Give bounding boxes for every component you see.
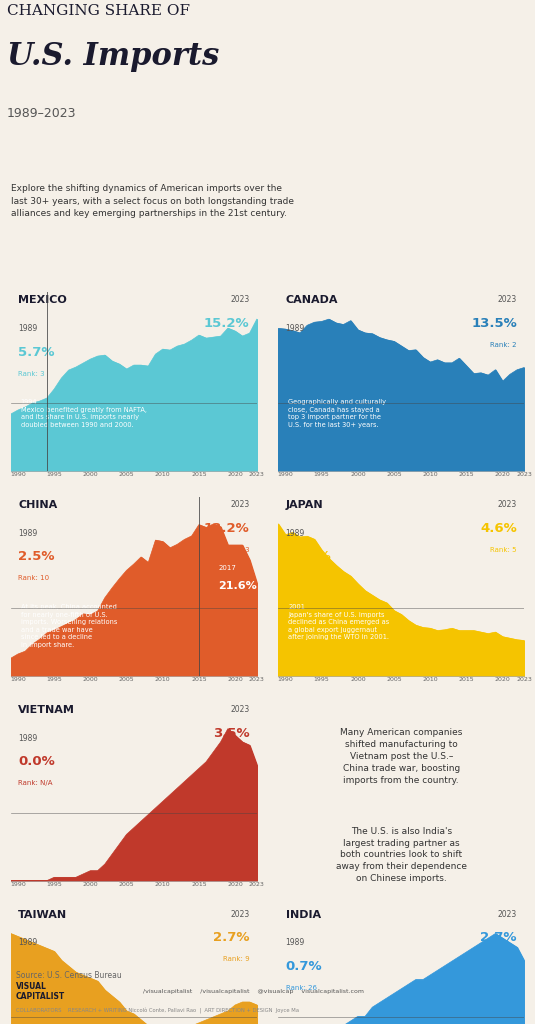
Text: 18.6%: 18.6% (286, 345, 332, 358)
Text: Rank: 2: Rank: 2 (491, 342, 517, 348)
Text: The U.S. is also India's
largest trading partner as
both countries look to shift: The U.S. is also India's largest trading… (336, 827, 467, 883)
Text: 2017: 2017 (218, 565, 236, 570)
Text: Source: U.S. Census Bureau: Source: U.S. Census Bureau (16, 971, 121, 980)
Text: 2001
Japan's share of U.S. imports
declined as China emerged as
a global export : 2001 Japan's share of U.S. imports decli… (288, 604, 389, 640)
Text: 4.6%: 4.6% (480, 522, 517, 535)
Text: /visualcapitalist    /visualcapitalist    @visualcap    visualcapitalist.com: /visualcapitalist /visualcapitalist @vis… (139, 989, 364, 993)
Text: Rank: 7: Rank: 7 (223, 752, 249, 758)
Text: 2.5%: 2.5% (18, 551, 55, 563)
Text: Rank: 26: Rank: 26 (286, 985, 317, 991)
Text: 21.6%: 21.6% (218, 581, 257, 591)
Text: CHINA: CHINA (18, 501, 57, 510)
Text: 1994
Mexico benefited greatly from NAFTA,
and its share in U.S. imports nearly
d: 1994 Mexico benefited greatly from NAFTA… (20, 399, 147, 428)
Text: 1989–2023: 1989–2023 (7, 106, 77, 120)
Text: Rank: 10: Rank: 10 (18, 575, 49, 582)
Text: 1989: 1989 (286, 529, 305, 538)
Text: VIETNAM: VIETNAM (18, 706, 75, 715)
Text: 2023: 2023 (498, 501, 517, 509)
Text: CHANGING SHARE OF: CHANGING SHARE OF (7, 4, 190, 17)
Text: 1989: 1989 (286, 324, 305, 333)
Text: Rank: N/A: Rank: N/A (18, 780, 52, 786)
Text: Rank: 1: Rank: 1 (286, 575, 312, 582)
Text: TAIWAN: TAIWAN (18, 910, 67, 920)
Text: CANADA: CANADA (286, 295, 338, 305)
Text: JAPAN: JAPAN (286, 501, 323, 510)
Text: Rank: 8: Rank: 8 (490, 956, 517, 963)
Text: 2.7%: 2.7% (480, 932, 517, 944)
Text: 19.8%: 19.8% (286, 551, 331, 563)
Text: Rank: 5: Rank: 5 (18, 985, 44, 991)
Text: Rank: 1: Rank: 1 (223, 342, 249, 348)
Text: 0.7%: 0.7% (286, 961, 322, 973)
Text: Geographically and culturally
close, Canada has stayed a
top 3 import partner fo: Geographically and culturally close, Can… (288, 399, 386, 428)
Text: MEXICO: MEXICO (18, 295, 67, 305)
Text: 1989: 1989 (18, 939, 37, 947)
Text: 13.5%: 13.5% (471, 316, 517, 330)
Text: 5.1%: 5.1% (18, 961, 55, 973)
Text: Explore the shifting dynamics of American imports over the
last 30+ years, with : Explore the shifting dynamics of America… (11, 184, 294, 218)
Text: Rank: 2: Rank: 2 (286, 371, 312, 377)
Text: Rank: 3: Rank: 3 (223, 547, 249, 553)
Text: Rank: 5: Rank: 5 (491, 547, 517, 553)
Text: VISUAL
CAPITALIST: VISUAL CAPITALIST (16, 982, 65, 1000)
Text: 13.2%: 13.2% (204, 522, 249, 535)
Text: 1989: 1989 (18, 324, 37, 333)
Text: 15.2%: 15.2% (204, 316, 249, 330)
Text: Rank: 3: Rank: 3 (18, 371, 45, 377)
Text: Rank: 9: Rank: 9 (223, 956, 249, 963)
Text: 2023: 2023 (230, 706, 249, 714)
Text: 1989: 1989 (18, 529, 37, 538)
Text: 0.0%: 0.0% (18, 756, 55, 768)
Text: At its peak, China accounted
for nearly one-fifth of U.S.
imports. Worsening rel: At its peak, China accounted for nearly … (20, 604, 117, 647)
Text: 2023: 2023 (230, 501, 249, 509)
Text: 2023: 2023 (498, 910, 517, 919)
Text: COLLABORATORS    RESEARCH + WRITING Niccolò Conte, Pallavi Rao  |  ART DIRECTION: COLLABORATORS RESEARCH + WRITING Niccolò… (16, 1009, 299, 1014)
Text: 3.5%: 3.5% (213, 727, 249, 739)
Text: 1989: 1989 (286, 939, 305, 947)
Text: 2023: 2023 (230, 295, 249, 304)
Text: U.S. Imports: U.S. Imports (7, 41, 219, 72)
Text: 2023: 2023 (498, 295, 517, 304)
Text: INDIA: INDIA (286, 910, 320, 920)
Text: 5.7%: 5.7% (18, 345, 55, 358)
Text: 2.7%: 2.7% (213, 932, 249, 944)
Text: 1989: 1989 (18, 734, 37, 742)
Text: 2023: 2023 (230, 910, 249, 919)
Text: Many American companies
shifted manufacturing to
Vietnam post the U.S.–
China tr: Many American companies shifted manufact… (340, 728, 462, 784)
